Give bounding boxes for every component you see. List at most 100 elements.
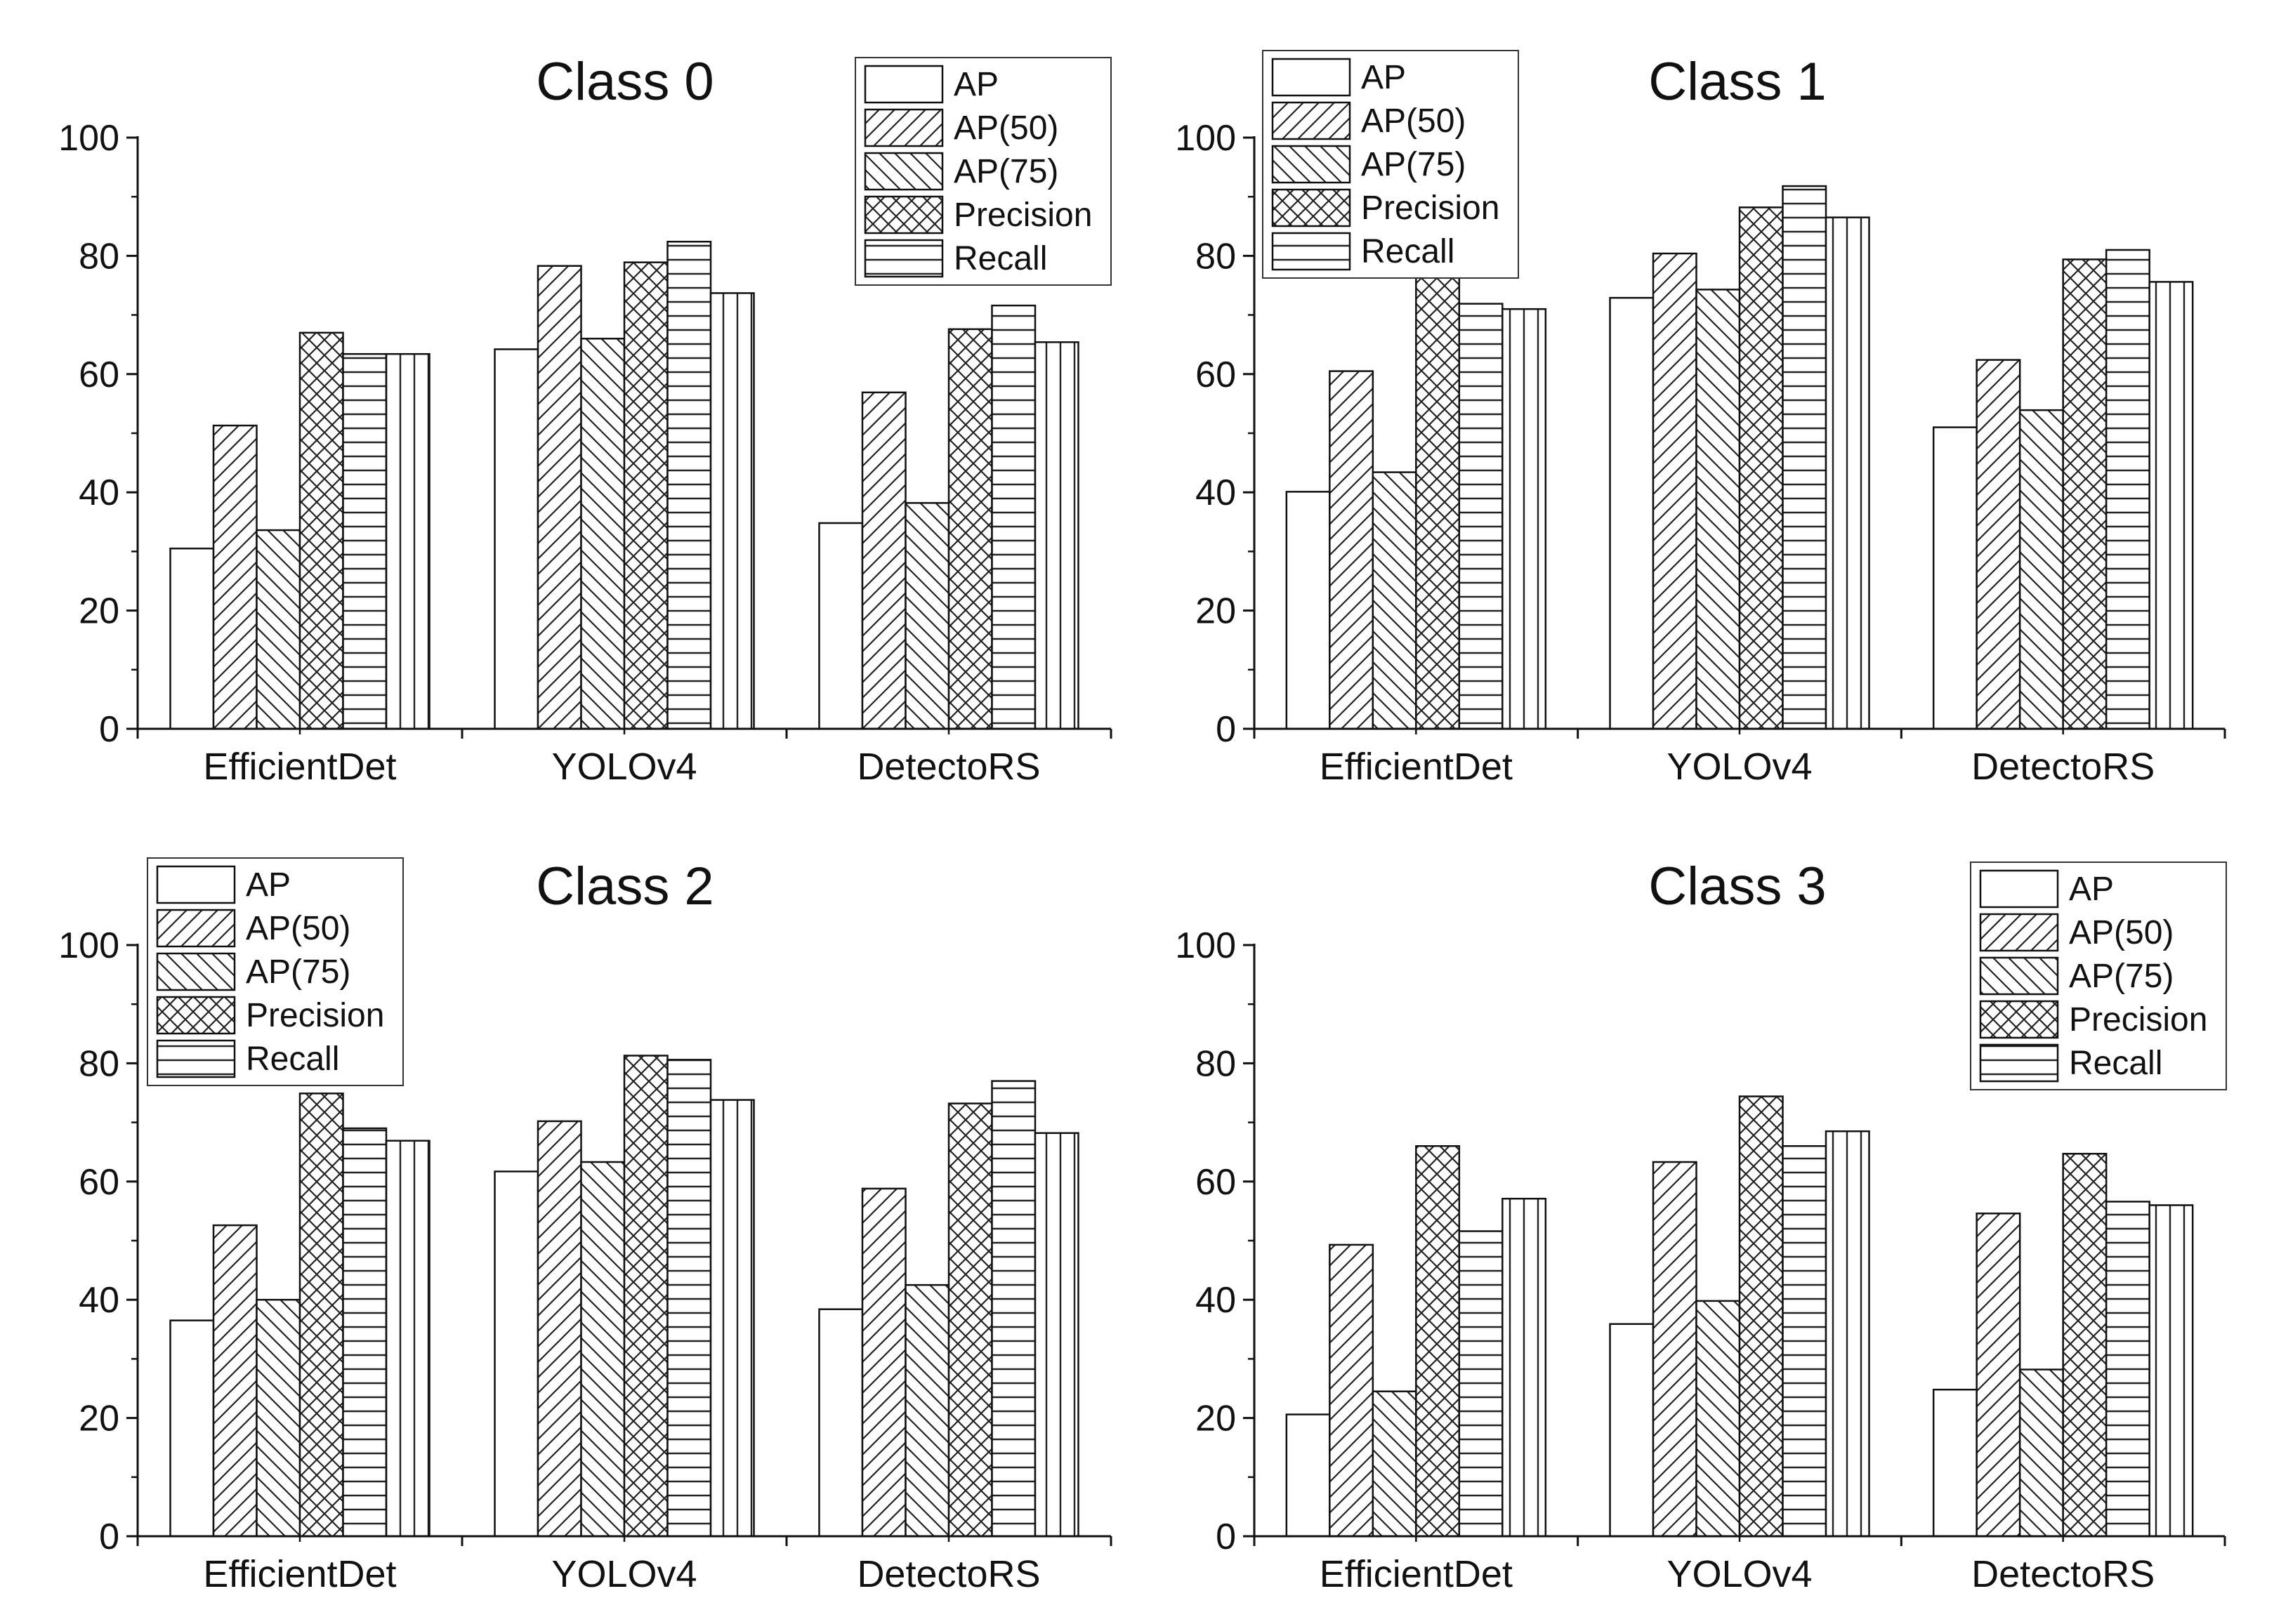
bar-recall-yolov4 xyxy=(666,240,712,730)
legend-swatch xyxy=(1979,869,2059,909)
legend-swatch xyxy=(1979,913,2059,952)
bar-recall-detectors xyxy=(2105,249,2150,730)
y-tick-label: 0 xyxy=(99,709,119,750)
legend-label: AP(50) xyxy=(2069,914,2174,951)
y-tick-label: 80 xyxy=(79,236,119,277)
bar-recall-yolov4 xyxy=(1782,185,1827,730)
legend-swatch xyxy=(1979,1000,2059,1039)
x-category-label: DetectoRS xyxy=(857,1553,1040,1595)
bar-ap-75-detectors xyxy=(905,502,950,730)
chart-panel-1: 0 20 40 60 80 100 EfficientDet YOLOv4 DetectoRS C… xyxy=(1175,50,2226,788)
bar-ap-yolov4 xyxy=(1609,296,1655,730)
legend-label: AP xyxy=(246,866,291,904)
bar-ap-50-efficientdet xyxy=(212,424,258,730)
bar-ap-efficientdet xyxy=(1285,491,1331,730)
bar-ap-efficientdet xyxy=(169,1319,215,1538)
x-category-label: EfficientDet xyxy=(1320,746,1513,788)
bar-precision-yolov4 xyxy=(1738,206,1784,730)
legend-label: AP(75) xyxy=(2069,958,2174,995)
bar-ap-75-yolov4 xyxy=(1695,289,1741,730)
legend-label: Precision xyxy=(1361,190,1499,227)
bar-precision-detectors xyxy=(2062,1152,2108,1538)
bar-unlabeled-yolov4 xyxy=(1825,1130,1870,1538)
bar-unlabeled-yolov4 xyxy=(709,1099,755,1538)
bar-ap-75-detectors xyxy=(905,1283,950,1538)
bar-ap-efficientdet xyxy=(169,547,215,730)
legend-swatch xyxy=(864,195,944,235)
bar-unlabeled-efficientdet xyxy=(385,1140,431,1538)
legend-label: Precision xyxy=(246,997,384,1034)
legend-swatch xyxy=(1271,58,1351,97)
chart-panel-0: 0 20 40 60 80 100 EfficientDet YOLOv4 DetectoRS C… xyxy=(58,52,1112,788)
legend-swatch xyxy=(156,909,236,948)
bar-unlabeled-detectors xyxy=(1034,341,1079,730)
legend: AP AP(50) AP(75) Precision Recall xyxy=(855,57,1112,286)
legend: AP AP(50) AP(75) Precision Recall xyxy=(147,857,404,1086)
x-category-label: YOLOv4 xyxy=(551,1553,697,1595)
y-tick-label: 60 xyxy=(1195,1162,1236,1203)
y-tick-label: 20 xyxy=(1195,591,1236,632)
bar-precision-detectors xyxy=(947,1102,993,1538)
x-category-label: YOLOv4 xyxy=(1667,746,1812,788)
legend-swatch xyxy=(1271,145,1351,184)
bar-precision-efficientdet xyxy=(298,331,344,730)
y-tick-label: 0 xyxy=(1216,709,1236,750)
y-tick-label: 60 xyxy=(79,1162,119,1203)
bar-ap-detectors xyxy=(818,522,864,730)
bar-recall-yolov4 xyxy=(666,1059,712,1538)
y-tick-label: 80 xyxy=(1195,1043,1236,1084)
bar-ap-detectors xyxy=(818,1308,864,1538)
legend-swatch xyxy=(1979,956,2059,996)
bar-unlabeled-detectors xyxy=(2148,281,2194,730)
legend: AP AP(50) AP(75) Precision Recall xyxy=(1262,50,1519,279)
legend-swatch xyxy=(864,152,944,191)
legend-swatch xyxy=(156,996,236,1035)
bar-ap-50-detectors xyxy=(1976,359,2021,730)
bar-precision-yolov4 xyxy=(623,261,669,730)
y-tick-label: 0 xyxy=(99,1517,119,1557)
bar-ap-50-efficientdet xyxy=(1329,370,1374,730)
legend-label: Recall xyxy=(1361,233,1454,270)
legend-swatch xyxy=(156,865,236,904)
legend-label: AP(75) xyxy=(246,953,350,991)
bar-recall-yolov4 xyxy=(1782,1145,1827,1538)
legend-swatch xyxy=(156,952,236,991)
chart-title: Class 3 xyxy=(1648,857,1826,916)
chart-panel-2: 0 20 40 60 80 100 EfficientDet YOLOv4 DetectoRS C… xyxy=(58,857,1112,1595)
chart-title: Class 0 xyxy=(536,52,714,112)
bar-recall-detectors xyxy=(991,1080,1037,1538)
bar-ap-75-detectors xyxy=(2018,1368,2064,1538)
x-category-label: DetectoRS xyxy=(1971,1553,2155,1595)
bar-unlabeled-efficientdet xyxy=(385,352,431,730)
legend-label: AP(50) xyxy=(246,910,350,947)
x-category-label: DetectoRS xyxy=(857,746,1040,788)
bar-ap-50-yolov4 xyxy=(537,1120,582,1538)
x-category-label: EfficientDet xyxy=(203,746,396,788)
bar-unlabeled-efficientdet xyxy=(1501,308,1547,730)
bar-ap-75-detectors xyxy=(2018,409,2064,730)
bar-unlabeled-yolov4 xyxy=(1825,216,1870,730)
bar-precision-yolov4 xyxy=(623,1055,669,1538)
y-tick-label: 100 xyxy=(1175,118,1236,159)
legend-label: AP xyxy=(954,66,999,103)
bar-ap-75-efficientdet xyxy=(1372,1390,1417,1538)
bar-unlabeled-yolov4 xyxy=(709,292,755,730)
legend-swatch xyxy=(1271,188,1351,227)
x-category-label: EfficientDet xyxy=(1320,1553,1513,1595)
y-tick-label: 40 xyxy=(79,473,119,513)
bar-recall-efficientdet xyxy=(1458,1230,1504,1538)
y-tick-label: 40 xyxy=(1195,1280,1236,1321)
bar-recall-efficientdet xyxy=(1458,303,1504,730)
legend-label: AP xyxy=(1361,59,1406,96)
y-tick-label: 40 xyxy=(1195,473,1236,513)
bar-ap-75-yolov4 xyxy=(580,1161,626,1538)
y-tick-label: 80 xyxy=(1195,236,1236,277)
legend-swatch xyxy=(1271,101,1351,140)
legend-label: Recall xyxy=(2069,1045,2162,1082)
bar-precision-detectors xyxy=(947,328,993,730)
chart-title: Class 2 xyxy=(536,857,714,916)
x-category-label: EfficientDet xyxy=(203,1553,396,1595)
y-tick-label: 20 xyxy=(1195,1399,1236,1439)
y-tick-label: 60 xyxy=(1195,355,1236,395)
